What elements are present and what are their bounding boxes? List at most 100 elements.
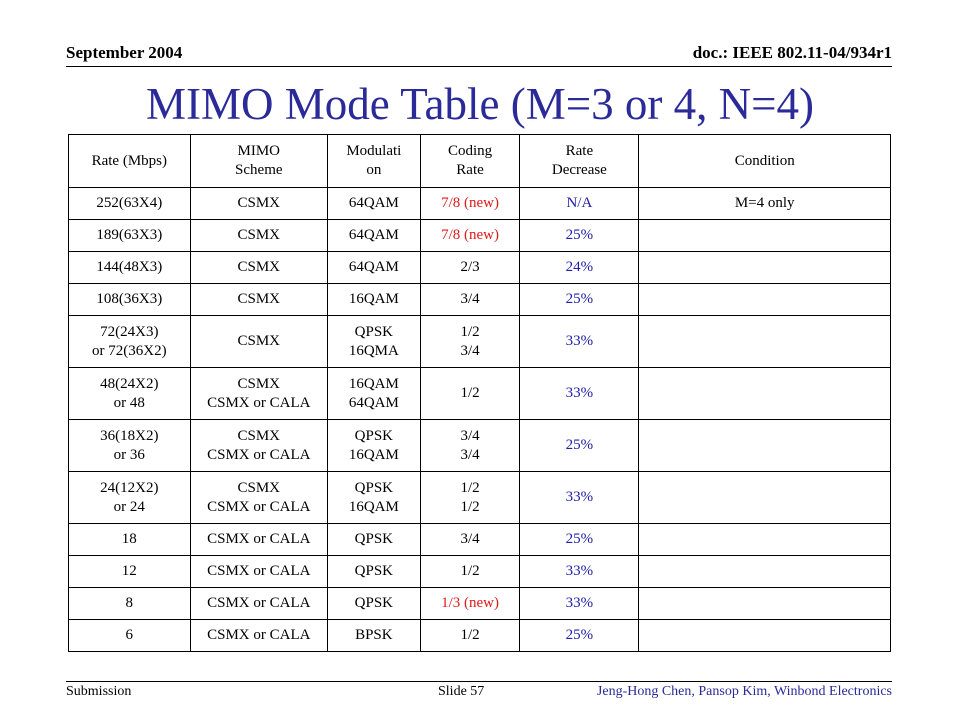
column-header-rate-decrease: Rate Decrease: [519, 134, 640, 188]
rate-decrease-cell: N/A: [519, 187, 640, 220]
rate-decrease-cell: 25%: [519, 619, 640, 652]
table-row: 252(63X4) CSMX 64QAM 7/8 (new) N/A M=4 only: [68, 187, 891, 220]
modulation-cell: 64QAM: [326, 219, 421, 252]
coding-rate-cell: 1/2: [419, 367, 521, 420]
header-doc-id: doc.: IEEE 802.11-04/934r1: [692, 43, 892, 62]
rate-cell: 36(18X2) or 36: [68, 419, 191, 472]
coding-rate-cell: 1/2 1/2: [419, 471, 521, 524]
condition-cell: M=4 only: [638, 187, 891, 220]
rate-decrease-cell: 25%: [519, 283, 640, 316]
rate-decrease-cell: 24%: [519, 251, 640, 284]
rate-cell: 6: [68, 619, 191, 652]
condition-cell: [638, 619, 891, 652]
rate-decrease-cell: 25%: [519, 219, 640, 252]
table-row: 144(48X3) CSMX 64QAM 2/3 24%: [68, 251, 891, 284]
rate-cell: 24(12X2) or 24: [68, 471, 191, 524]
footer-submission: Submission: [66, 684, 132, 699]
coding-rate-cell: 1/2: [419, 619, 521, 652]
mimo-scheme-cell: CSMX: [189, 251, 328, 284]
table-row: 108(36X3) CSMX 16QAM 3/4 25%: [68, 283, 891, 316]
mimo-scheme-cell: CSMX: [189, 283, 328, 316]
mimo-scheme-cell: CSMX or CALA: [189, 555, 328, 588]
rate-decrease-cell: 25%: [519, 419, 640, 472]
modulation-cell: QPSK: [326, 555, 421, 588]
table-row: 48(24X2) or 48 CSMX CSMX or CALA 16QAM 64Q…: [68, 367, 891, 420]
footer-slide-number: Slide 57: [438, 684, 485, 699]
condition-cell: [638, 251, 891, 284]
condition-cell: [638, 523, 891, 556]
coding-rate-cell: 2/3: [419, 251, 521, 284]
table-header-row: Rate (Mbps) MIMO Scheme Modulati on Codi…: [68, 134, 891, 188]
condition-cell: [638, 587, 891, 620]
mimo-scheme-cell: CSMX: [189, 187, 328, 220]
column-header-mimo-scheme: MIMO Scheme: [189, 134, 328, 188]
modulation-cell: QPSK: [326, 523, 421, 556]
table-row: 24(12X2) or 24 CSMX CSMX or CALA QPSK 16QA…: [68, 471, 891, 524]
coding-rate-cell: 1/3 (new): [419, 587, 521, 620]
condition-cell: [638, 283, 891, 316]
rate-decrease-cell: 33%: [519, 587, 640, 620]
mimo-scheme-cell: CSMX: [189, 219, 328, 252]
table-row: 36(18X2) or 36 CSMX CSMX or CALA QPSK 16QA…: [68, 419, 891, 472]
coding-rate-cell: 1/2 3/4: [419, 315, 521, 368]
coding-rate-cell: 7/8 (new): [419, 187, 521, 220]
condition-cell: [638, 471, 891, 524]
rate-cell: 252(63X4): [68, 187, 191, 220]
mimo-scheme-cell: CSMX: [189, 315, 328, 368]
coding-rate-cell: 1/2: [419, 555, 521, 588]
coding-rate-cell: 3/4: [419, 283, 521, 316]
modulation-cell: QPSK 16QAM: [326, 471, 421, 524]
table-row: 18 CSMX or CALA QPSK 3/4 25%: [68, 523, 891, 556]
mimo-scheme-cell: CSMX or CALA: [189, 619, 328, 652]
rate-decrease-cell: 33%: [519, 367, 640, 420]
condition-cell: [638, 555, 891, 588]
mimo-scheme-cell: CSMX CSMX or CALA: [189, 471, 328, 524]
rate-cell: 48(24X2) or 48: [68, 367, 191, 420]
column-header-condition: Condition: [638, 134, 891, 188]
rate-cell: 189(63X3): [68, 219, 191, 252]
condition-cell: [638, 367, 891, 420]
table-row: 12 CSMX or CALA QPSK 1/2 33%: [68, 555, 891, 588]
footer-divider: [66, 681, 892, 682]
coding-rate-cell: 3/4: [419, 523, 521, 556]
header-divider: [66, 66, 892, 67]
mimo-scheme-cell: CSMX or CALA: [189, 587, 328, 620]
rate-cell: 12: [68, 555, 191, 588]
coding-rate-cell: 3/4 3/4: [419, 419, 521, 472]
table-row: 189(63X3) CSMX 64QAM 7/8 (new) 25%: [68, 219, 891, 252]
condition-cell: [638, 315, 891, 368]
table-row: 6 CSMX or CALA BPSK 1/2 25%: [68, 619, 891, 652]
rate-cell: 108(36X3): [68, 283, 191, 316]
coding-rate-cell: 7/8 (new): [419, 219, 521, 252]
mimo-scheme-cell: CSMX CSMX or CALA: [189, 419, 328, 472]
column-header-modulation: Modulati on: [326, 134, 421, 188]
modulation-cell: QPSK: [326, 587, 421, 620]
table-row: 72(24X3) or 72(36X2) CSMX QPSK 16QMA 1/2 3/…: [68, 315, 891, 368]
rate-decrease-cell: 33%: [519, 315, 640, 368]
slide-title: MIMO Mode Table (M=3 or 4, N=4): [146, 79, 814, 129]
condition-cell: [638, 419, 891, 472]
mimo-scheme-cell: CSMX or CALA: [189, 523, 328, 556]
modulation-cell: 64QAM: [326, 187, 421, 220]
rate-decrease-cell: 33%: [519, 555, 640, 588]
column-header-rate: Rate (Mbps): [68, 134, 191, 188]
footer-authors: Jeng-Hong Chen, Pansop Kim, Winbond Elec…: [596, 684, 892, 699]
table-row: 8 CSMX or CALA QPSK 1/3 (new) 33%: [68, 587, 891, 620]
condition-cell: [638, 219, 891, 252]
rate-cell: 18: [68, 523, 191, 556]
modulation-cell: QPSK 16QAM: [326, 419, 421, 472]
modulation-cell: 16QAM: [326, 283, 421, 316]
modulation-cell: 16QAM 64QAM: [326, 367, 421, 420]
mimo-mode-table: Rate (Mbps) MIMO Scheme Modulati on Codi…: [68, 134, 891, 652]
rate-cell: 72(24X3) or 72(36X2): [68, 315, 191, 368]
column-header-coding-rate: Coding Rate: [419, 134, 521, 188]
rate-decrease-cell: 25%: [519, 523, 640, 556]
mimo-scheme-cell: CSMX CSMX or CALA: [189, 367, 328, 420]
modulation-cell: BPSK: [326, 619, 421, 652]
rate-decrease-cell: 33%: [519, 471, 640, 524]
modulation-cell: 64QAM: [326, 251, 421, 284]
header-date: September 2004: [66, 43, 183, 62]
rate-cell: 144(48X3): [68, 251, 191, 284]
table-body: 252(63X4) CSMX 64QAM 7/8 (new) N/A M=4 only 18…: [68, 187, 891, 652]
modulation-cell: QPSK 16QMA: [326, 315, 421, 368]
